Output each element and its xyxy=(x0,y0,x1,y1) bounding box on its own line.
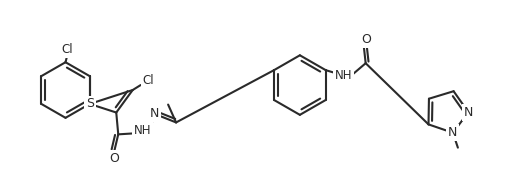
Text: Cl: Cl xyxy=(62,43,73,56)
Text: N: N xyxy=(150,107,159,120)
Text: NH: NH xyxy=(335,69,353,82)
Text: N: N xyxy=(464,106,473,119)
Text: O: O xyxy=(362,33,372,46)
Text: NH: NH xyxy=(133,124,151,137)
Text: S: S xyxy=(86,97,94,110)
Text: O: O xyxy=(109,152,119,165)
Text: Cl: Cl xyxy=(143,74,154,87)
Text: N: N xyxy=(448,126,458,139)
